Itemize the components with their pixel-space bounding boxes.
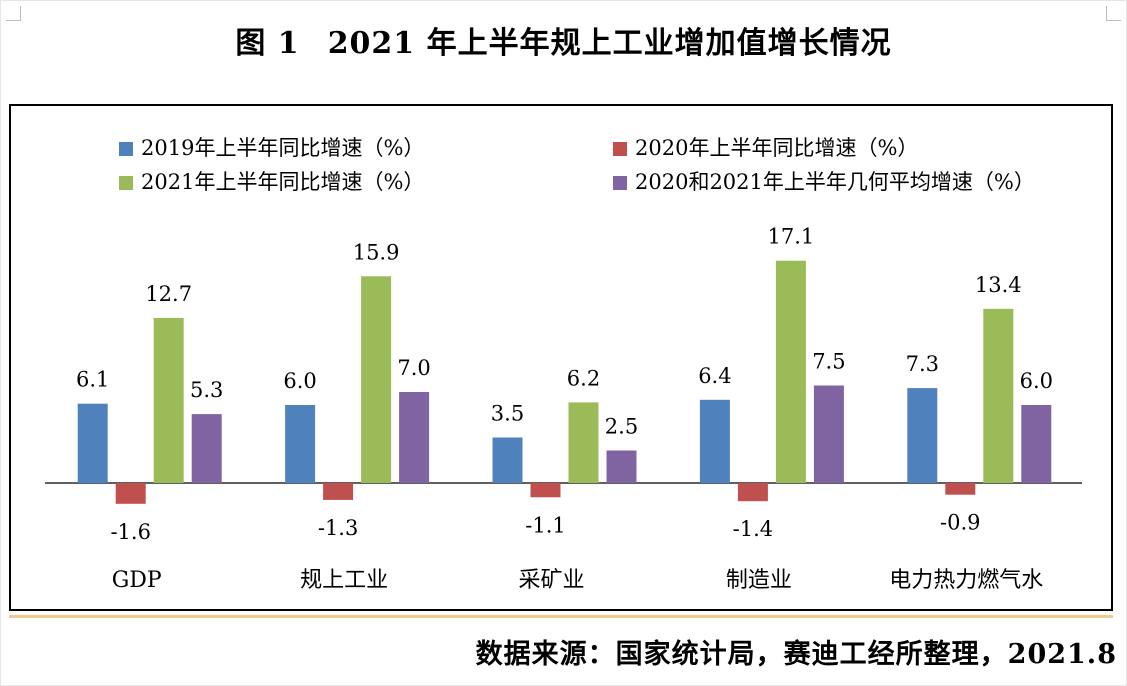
category-label-4: 电力热力燃气水 <box>889 568 1043 593</box>
data-label-电力热力燃气水-series-3: 6.0 <box>1020 369 1053 393</box>
chart-area: 2019年上半年同比增速（%） 2020年上半年同比增速（%） 2021年上半年… <box>9 104 1113 611</box>
bar-规上工业-series-3 <box>399 392 430 483</box>
bar-GDP-series-0 <box>77 403 108 483</box>
data-label-电力热力燃气水-series-0: 7.3 <box>906 352 939 376</box>
legend-swatch-2021 <box>119 176 133 190</box>
bar-制造业-series-3 <box>813 385 844 483</box>
data-label-GDP-series-3: 5.3 <box>190 378 223 402</box>
data-label-采矿业-series-2: 6.2 <box>567 366 600 390</box>
corner-mark-top-right <box>1106 6 1121 21</box>
bar-chart-plot: 6.1 -1.6 12.7 5.3 GDP 6.0 -1.3 15.9 7.0 规上工业 3.5 -1… <box>45 225 1082 593</box>
figure-title: 图 1 2021 年上半年规上工业增加值增长情况 <box>0 18 1127 62</box>
bar-GDP-series-2 <box>153 317 184 483</box>
data-label-制造业-series-0: 6.4 <box>698 364 731 388</box>
data-label-规上工业-series-0: 6.0 <box>283 369 316 393</box>
data-label-规上工业-series-2: 15.9 <box>353 240 400 264</box>
data-label-采矿业-series-0: 3.5 <box>491 402 524 426</box>
legend-label-2021: 2021年上半年同比增速（%） <box>141 170 425 194</box>
bar-规上工业-series-2 <box>361 276 392 483</box>
data-label-采矿业-series-3: 2.5 <box>605 415 638 439</box>
data-label-GDP-series-0: 6.1 <box>76 368 109 392</box>
category-label-3: 制造业 <box>726 568 792 593</box>
legend-label-geomean: 2020和2021年上半年几何平均增速（%） <box>635 170 1035 194</box>
bar-采矿业-series-3 <box>606 450 637 483</box>
corner-mark-top-left <box>6 6 21 21</box>
category-label-0: GDP <box>112 568 162 593</box>
bar-制造业-series-2 <box>775 260 806 483</box>
bar-电力热力燃气水-series-3 <box>1021 405 1052 483</box>
bar-GDP-series-3 <box>191 414 222 483</box>
bar-规上工业-series-1 <box>323 483 354 500</box>
data-label-电力热力燃气水-series-1: -0.9 <box>940 511 981 535</box>
bar-电力热力燃气水-series-0 <box>907 388 938 483</box>
legend-item-geomean: 2020和2021年上半年几何平均增速（%） <box>613 166 1035 196</box>
legend-item-2020: 2020年上半年同比增速（%） <box>613 132 918 162</box>
data-label-规上工业-series-3: 7.0 <box>397 356 430 380</box>
data-label-GDP-series-2: 12.7 <box>145 282 192 306</box>
legend-item-2021: 2021年上半年同比增速（%） <box>119 166 424 196</box>
category-label-1: 规上工业 <box>300 568 388 593</box>
legend-swatch-geomean <box>613 176 627 190</box>
bar-GDP-series-1 <box>115 483 146 504</box>
legend-label-2020: 2020年上半年同比增速（%） <box>635 136 919 160</box>
figure-title-text: 2021 年上半年规上工业增加值增长情况 <box>327 26 892 61</box>
data-label-GDP-series-1: -1.6 <box>110 520 151 544</box>
bar-电力热力燃气水-series-2 <box>983 308 1014 483</box>
data-source-note: 数据来源：国家统计局，赛迪工经所整理，2021.8 <box>475 639 1117 670</box>
data-label-制造业-series-3: 7.5 <box>812 350 845 374</box>
figure-number: 图 1 <box>235 26 300 61</box>
category-label-2: 采矿业 <box>518 568 584 593</box>
data-label-采矿业-series-1: -1.1 <box>525 513 566 537</box>
bar-采矿业-series-0 <box>492 437 523 483</box>
data-label-规上工业-series-1: -1.3 <box>318 516 359 540</box>
legend-swatch-2019 <box>119 142 133 156</box>
bar-采矿业-series-2 <box>568 402 599 483</box>
legend-item-2019: 2019年上半年同比增速（%） <box>119 132 424 162</box>
data-label-制造业-series-2: 17.1 <box>768 225 815 249</box>
legend-swatch-2020 <box>613 142 627 156</box>
data-label-电力热力燃气水-series-2: 13.4 <box>975 273 1022 297</box>
legend-label-2019: 2019年上半年同比增速（%） <box>141 136 425 160</box>
bar-制造业-series-1 <box>737 483 768 502</box>
bar-制造业-series-0 <box>699 399 730 483</box>
bar-规上工业-series-0 <box>285 405 316 483</box>
bar-电力热力燃气水-series-1 <box>945 483 976 495</box>
bar-采矿业-series-1 <box>530 483 561 498</box>
data-label-制造业-series-1: -1.4 <box>733 517 774 541</box>
divider-rule <box>9 615 1113 618</box>
